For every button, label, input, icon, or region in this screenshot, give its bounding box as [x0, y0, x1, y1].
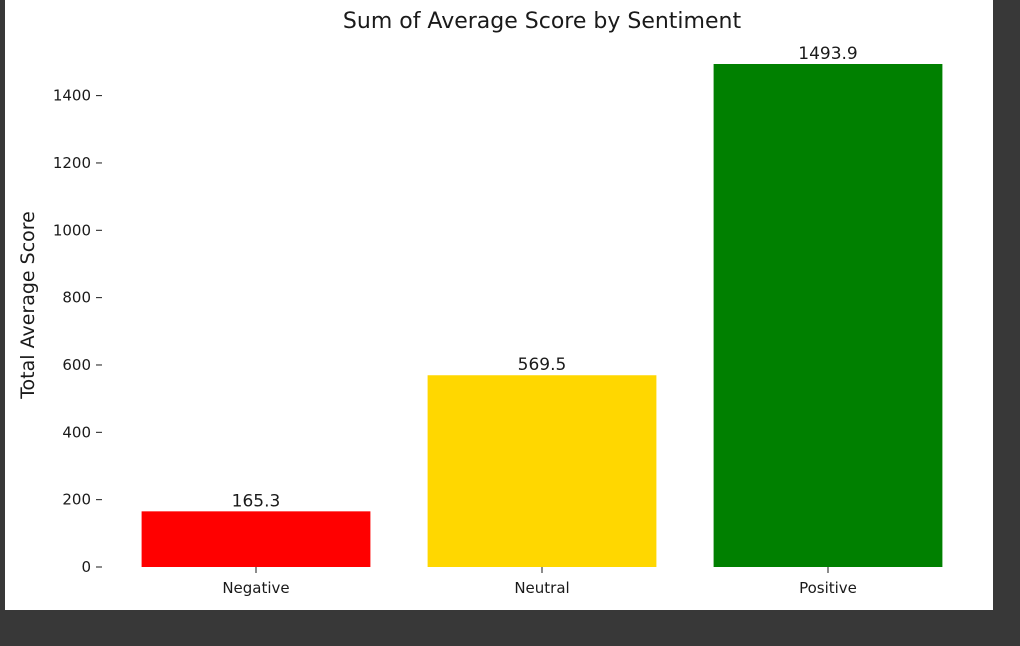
chart-panel: Sum of Average Score by Sentiment Total … — [5, 0, 993, 610]
chart-title: Sum of Average Score by Sentiment — [343, 9, 742, 34]
data-labels: 165.3 569.5 1493.9 — [232, 44, 858, 511]
y-tick-label: 200 — [62, 491, 91, 509]
y-tick-label: 800 — [62, 289, 91, 307]
bars — [141, 64, 943, 567]
x-tick-label: Negative — [222, 579, 289, 597]
bar-negative — [141, 511, 371, 567]
y-axis: 0 200 400 600 800 1000 1200 1400 — [53, 87, 102, 576]
data-label-negative: 165.3 — [232, 491, 281, 511]
data-label-neutral: 569.5 — [518, 355, 567, 375]
y-tick-label: 1000 — [53, 221, 91, 239]
y-axis-label: Total Average Score — [17, 211, 39, 400]
x-tick-label: Neutral — [514, 579, 569, 597]
data-label-positive: 1493.9 — [798, 44, 857, 64]
x-axis: Negative Neutral Positive — [222, 567, 857, 597]
y-tick-label: 0 — [81, 558, 91, 576]
bar-chart: Sum of Average Score by Sentiment Total … — [17, 9, 943, 597]
y-tick-label: 1200 — [53, 154, 91, 172]
y-tick-label: 400 — [62, 423, 91, 441]
bar-positive — [713, 64, 943, 567]
y-tick-label: 600 — [62, 356, 91, 374]
x-tick-label: Positive — [799, 579, 857, 597]
bar-neutral — [427, 375, 657, 567]
y-tick-label: 1400 — [53, 87, 91, 105]
